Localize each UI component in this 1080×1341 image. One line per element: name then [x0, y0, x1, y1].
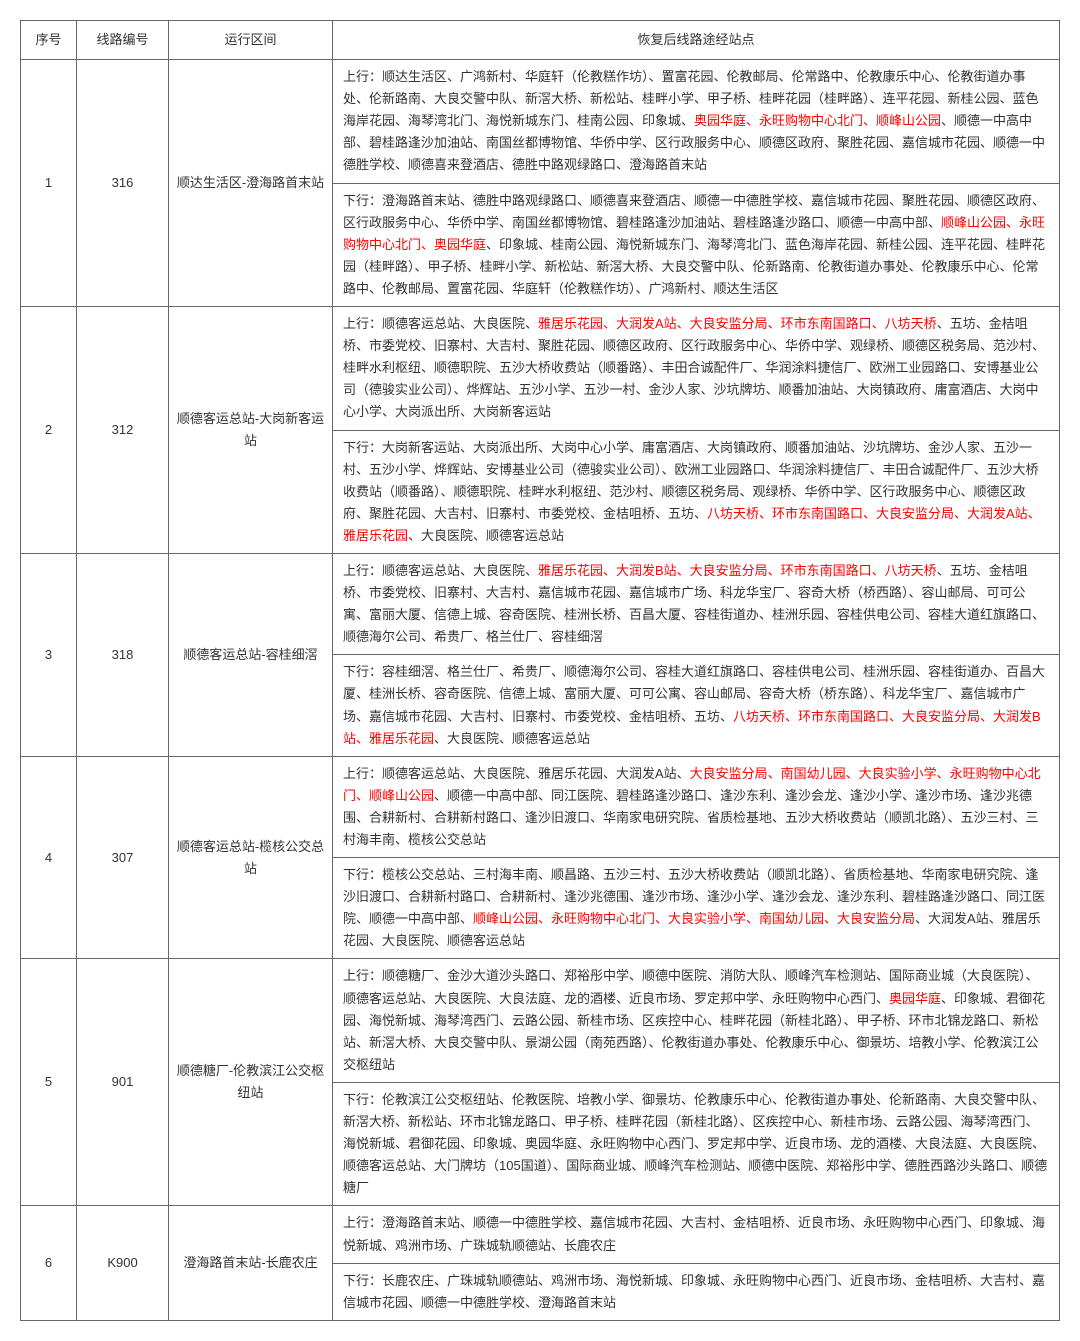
- station-text: 、五坊、金桔咀桥、市委党校、旧寨村、大吉村、聚胜花园、顺德区政府、区行政服务中心…: [343, 316, 1045, 419]
- header-stations: 恢复后线路途经站点: [333, 21, 1060, 60]
- stations-cell: 上行：澄海路首末站、顺德一中德胜学校、嘉信城市花园、大吉村、金桔咀桥、近良市场、…: [333, 1206, 1060, 1263]
- station-text: 下行：伦教滨江公交枢纽站、伦教医院、培教小学、御景坊、伦教康乐中心、伦教街道办事…: [343, 1092, 1047, 1195]
- station-text: 下行：长鹿农庄、广珠城轨顺德站、鸡洲市场、海悦新城、印象城、永旺购物中心西门、近…: [343, 1273, 1045, 1310]
- route-cell: 澄海路首末站-长鹿农庄: [169, 1206, 333, 1320]
- line-cell: 318: [77, 553, 169, 756]
- stations-cell: 下行：大岗新客运站、大岗派出所、大岗中心小学、庸富酒店、大岗镇政府、顺番加油站、…: [333, 430, 1060, 553]
- table-row: 5901顺德糖厂-伦教滨江公交枢纽站上行：顺德糖厂、金沙大道沙头路口、郑裕彤中学…: [21, 959, 1060, 1082]
- route-cell: 顺德客运总站-榄核公交总站: [169, 756, 333, 959]
- stations-cell: 下行：长鹿农庄、广珠城轨顺德站、鸡洲市场、海悦新城、印象城、永旺购物中心西门、近…: [333, 1263, 1060, 1320]
- station-text: 下行：澄海路首末站、德胜中路观绿路口、顺德喜来登酒店、顺德一中德胜学校、嘉信城市…: [343, 193, 1045, 230]
- route-cell: 顺德客运总站-容桂细滘: [169, 553, 333, 756]
- highlighted-text: 雅居乐花园、大润发B站、大良安监分局、环市东南国路口、八坊天桥: [538, 563, 937, 578]
- bus-route-table: 序号 线路编号 运行区间 恢复后线路途经站点 1316顺达生活区-澄海路首末站上…: [20, 20, 1060, 1321]
- highlighted-text: 奥园华庭: [889, 991, 941, 1006]
- seq-cell: 4: [21, 756, 77, 959]
- table-row: 2312顺德客运总站-大岗新客运站上行：顺德客运总站、大良医院、雅居乐花园、大润…: [21, 307, 1060, 430]
- line-cell: 312: [77, 307, 169, 554]
- stations-cell: 下行：澄海路首末站、德胜中路观绿路口、顺德喜来登酒店、顺德一中德胜学校、嘉信城市…: [333, 183, 1060, 306]
- table-row: 6K900澄海路首末站-长鹿农庄上行：澄海路首末站、顺德一中德胜学校、嘉信城市花…: [21, 1206, 1060, 1263]
- station-text: 、大良医院、顺德客运总站: [408, 528, 564, 543]
- table-row: 4307顺德客运总站-榄核公交总站上行：顺德客运总站、大良医院、雅居乐花园、大润…: [21, 756, 1060, 857]
- stations-cell: 上行：顺德客运总站、大良医院、雅居乐花园、大润发A站、大良安监分局、环市东南国路…: [333, 307, 1060, 430]
- table-row: 1316顺达生活区-澄海路首末站上行：顺达生活区、广鸿新村、华庭轩（伦教糕作坊）…: [21, 60, 1060, 183]
- stations-cell: 下行：榄核公交总站、三村海丰南、顺昌路、五沙三村、五沙大桥收费站（顺凯北路）、省…: [333, 858, 1060, 959]
- stations-cell: 下行：容桂细滘、格兰仕厂、希贵厂、顺德海尔公司、容桂大道红旗路口、容桂供电公司、…: [333, 655, 1060, 756]
- stations-cell: 上行：顺德客运总站、大良医院、雅居乐花园、大润发A站、大良安监分局、南国幼儿园、…: [333, 756, 1060, 857]
- header-route: 运行区间: [169, 21, 333, 60]
- station-text: 、顺德一中高中部、同江医院、碧桂路逢沙路口、逢沙东利、逢沙会龙、逢沙小学、逢沙市…: [343, 788, 1039, 847]
- seq-cell: 1: [21, 60, 77, 307]
- line-cell: 307: [77, 756, 169, 959]
- seq-cell: 2: [21, 307, 77, 554]
- header-seq: 序号: [21, 21, 77, 60]
- highlighted-text: 奥园华庭、永旺购物中心北门、顺峰山公园: [694, 113, 941, 128]
- station-text: 、大良医院、顺德客运总站: [434, 731, 590, 746]
- stations-cell: 下行：伦教滨江公交枢纽站、伦教医院、培教小学、御景坊、伦教康乐中心、伦教街道办事…: [333, 1082, 1060, 1205]
- route-cell: 顺德客运总站-大岗新客运站: [169, 307, 333, 554]
- line-cell: 316: [77, 60, 169, 307]
- header-row: 序号 线路编号 运行区间 恢复后线路途经站点: [21, 21, 1060, 60]
- seq-cell: 3: [21, 553, 77, 756]
- station-text: 上行：顺德客运总站、大良医院、: [343, 316, 538, 331]
- header-line: 线路编号: [77, 21, 169, 60]
- stations-cell: 上行：顺德客运总站、大良医院、雅居乐花园、大润发B站、大良安监分局、环市东南国路…: [333, 553, 1060, 654]
- highlighted-text: 顺峰山公园、永旺购物中心北门、大良实验小学、南国幼儿园、大良安监分局: [473, 911, 915, 926]
- route-cell: 顺达生活区-澄海路首末站: [169, 60, 333, 307]
- station-text: 上行：顺德客运总站、大良医院、雅居乐花园、大润发A站、: [343, 766, 690, 781]
- seq-cell: 6: [21, 1206, 77, 1320]
- station-text: 上行：澄海路首末站、顺德一中德胜学校、嘉信城市花园、大吉村、金桔咀桥、近良市场、…: [343, 1215, 1045, 1252]
- stations-cell: 上行：顺达生活区、广鸿新村、华庭轩（伦教糕作坊）、置富花园、伦教邮局、伦常路中、…: [333, 60, 1060, 183]
- line-cell: 901: [77, 959, 169, 1206]
- route-cell: 顺德糖厂-伦教滨江公交枢纽站: [169, 959, 333, 1206]
- station-text: 上行：顺德客运总站、大良医院、: [343, 563, 538, 578]
- seq-cell: 5: [21, 959, 77, 1206]
- stations-cell: 上行：顺德糖厂、金沙大道沙头路口、郑裕彤中学、顺德中医院、消防大队、顺峰汽车检测…: [333, 959, 1060, 1082]
- line-cell: K900: [77, 1206, 169, 1320]
- table-row: 3318顺德客运总站-容桂细滘上行：顺德客运总站、大良医院、雅居乐花园、大润发B…: [21, 553, 1060, 654]
- highlighted-text: 雅居乐花园、大润发A站、大良安监分局、环市东南国路口、八坊天桥: [538, 316, 937, 331]
